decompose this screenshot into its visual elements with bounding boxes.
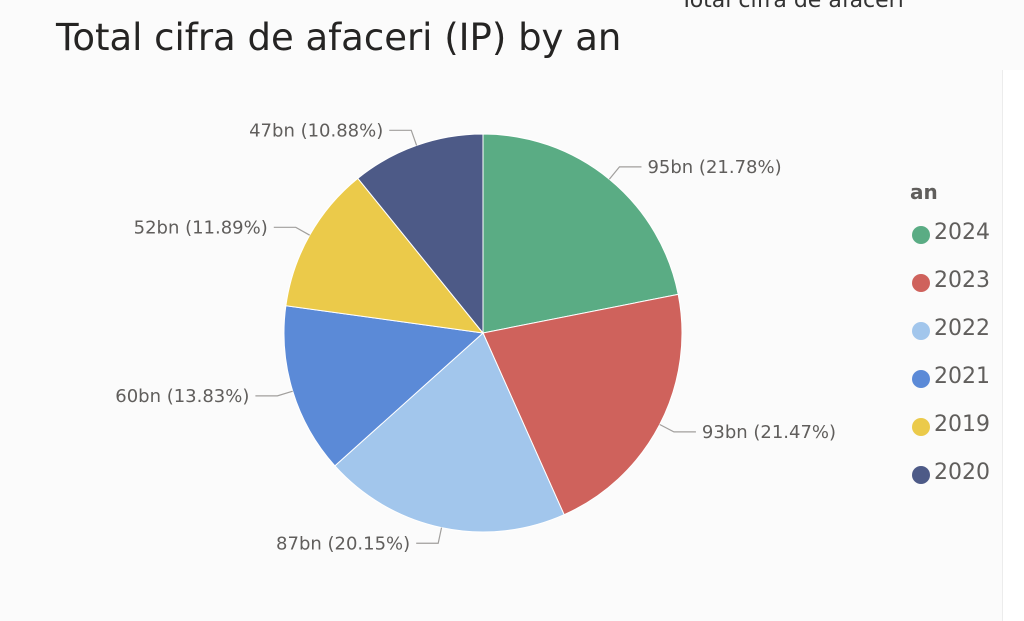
legend-marker [912, 418, 930, 436]
legend-label: 2020 [934, 460, 990, 485]
pie-slice-2023[interactable] [482, 293, 683, 516]
data-label-2021: 60bn (13.83%) [115, 386, 249, 407]
chart-title: Total cifra de afaceri (IP) by an [56, 16, 622, 59]
data-label-2024: 95bn (21.78%) [647, 157, 781, 178]
legend-label: 2024 [934, 220, 990, 245]
pie-slice-2024[interactable] [482, 133, 679, 334]
legend-marker [912, 274, 930, 292]
data-label-2019: 52bn (11.89%) [134, 217, 268, 238]
clipped-visual-title: Total cifra de afaceri [680, 0, 904, 13]
leader-line-2019 [273, 226, 311, 236]
data-label-2023: 93bn (21.47%) [702, 422, 836, 443]
leader-line-2021 [255, 390, 293, 397]
legend-label: 2022 [934, 316, 990, 341]
legend-marker [912, 226, 930, 244]
leader-line-2022 [416, 527, 443, 544]
legend-marker [912, 322, 930, 340]
pie-slice-2020[interactable] [357, 133, 484, 335]
report-canvas-edge [1002, 70, 1024, 621]
leader-line-2024 [608, 166, 642, 180]
legend-label: 2019 [934, 412, 990, 437]
data-label-2020: 47bn (10.88%) [249, 120, 383, 141]
pie-slice-2022[interactable] [334, 332, 565, 533]
legend-marker [912, 370, 930, 388]
leader-line-2023 [659, 423, 696, 433]
pie-slice-2021[interactable] [283, 305, 485, 467]
leader-line-2020 [389, 129, 418, 146]
pie-slice-2019[interactable] [285, 177, 485, 334]
legend-title: an [910, 180, 938, 204]
legend-marker [912, 466, 930, 484]
legend-label: 2023 [934, 268, 990, 293]
data-label-2022: 87bn (20.15%) [276, 533, 410, 554]
legend-label: 2021 [934, 364, 990, 389]
